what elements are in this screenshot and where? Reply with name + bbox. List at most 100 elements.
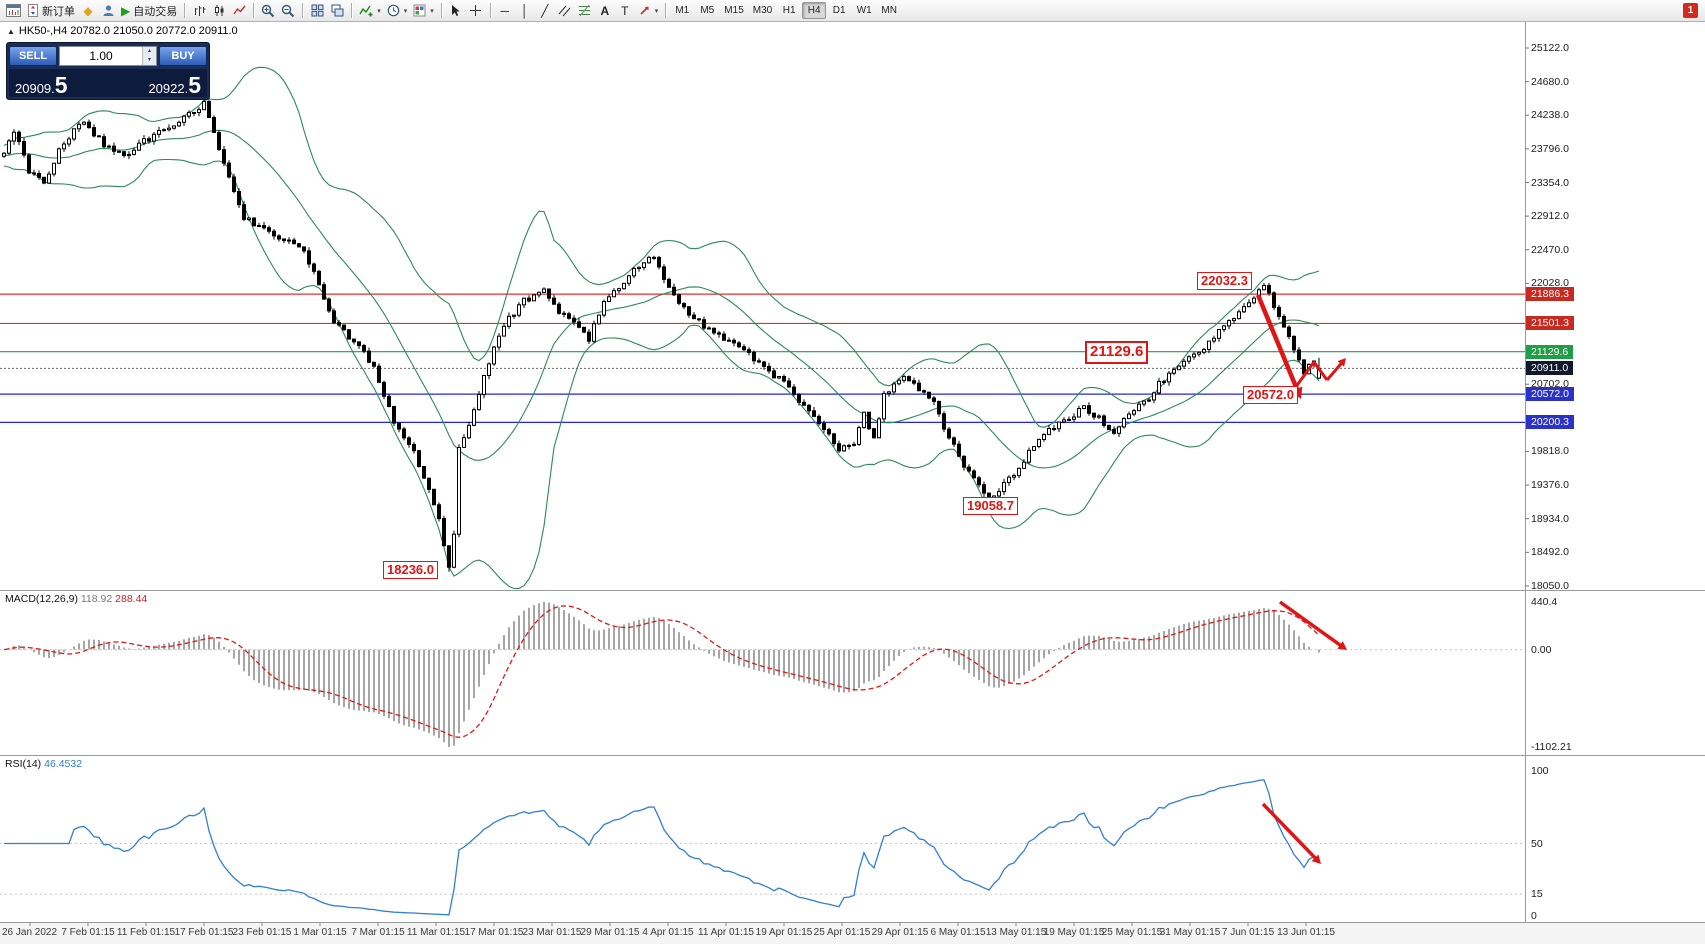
trend-arrows[interactable]	[1255, 294, 1347, 864]
price-scale-label: 18934.0	[1531, 512, 1569, 525]
symbol-marker-icon: ▲	[7, 26, 15, 36]
rsi-axis-label: 15	[1531, 888, 1543, 901]
price-scale-label: 22912.0	[1531, 210, 1569, 223]
crosshair-icon	[470, 5, 482, 16]
price-annotation[interactable]: 19058.7	[963, 497, 1018, 516]
price-scale-label: 25122.0	[1531, 42, 1569, 54]
timeframe-button-m1[interactable]: M1	[675, 5, 690, 16]
toolbar-separator	[184, 3, 186, 18]
macd-axis-label: 0.00	[1531, 643, 1552, 656]
metaeditor-button[interactable]: ◆	[78, 1, 98, 21]
volume-input[interactable]	[60, 49, 142, 63]
bollinger-bands	[3, 66, 1320, 590]
sell-price[interactable]: 20909. 5	[15, 72, 68, 98]
time-axis-label: 25 Apr 01:15	[813, 927, 871, 938]
fibonacci-button[interactable]	[575, 1, 595, 21]
time-axis-strip[interactable]	[0, 922, 1705, 944]
timeframe-button-d1[interactable]: D1	[832, 5, 846, 16]
bar-chart-button[interactable]	[189, 1, 209, 21]
price-badge: 21501.3	[1526, 316, 1574, 331]
templates-icon	[413, 4, 426, 17]
time-axis-label: 17 Feb 01:15	[174, 927, 234, 938]
arrow-tool-icon	[640, 6, 649, 15]
timeframe-button-w1[interactable]: W1	[856, 5, 872, 16]
price-scale-column[interactable]	[1525, 22, 1705, 922]
toolbar-separator	[253, 3, 255, 18]
candlestick-chart-button[interactable]	[209, 1, 229, 21]
volume-decrease-icon[interactable]: ▾	[143, 56, 156, 65]
rsi-name: RSI(14)	[5, 758, 42, 770]
time-axis-label: 1 Mar 01:15	[293, 927, 347, 938]
time-axis-label: 19 Apr 01:15	[755, 927, 813, 938]
line-chart-button[interactable]	[229, 1, 249, 21]
toolbar-separator	[440, 3, 442, 18]
buy-price[interactable]: 20922. 5	[148, 72, 201, 98]
trendline-button[interactable]: ╱	[535, 1, 555, 21]
panel-separators	[0, 22, 1705, 926]
indicators-button[interactable]: ▾	[356, 1, 384, 21]
time-axis-label: 25 May 01:15	[1101, 927, 1163, 938]
rsi-axis-label: 100	[1531, 765, 1549, 777]
crosshair-button[interactable]	[466, 1, 486, 21]
channel-button[interactable]	[555, 1, 575, 21]
price-scale-label: 22028.0	[1531, 277, 1569, 290]
price-annotation[interactable]: 18236.0	[383, 561, 438, 580]
periods-button[interactable]: ▾	[384, 1, 411, 21]
text-label-button[interactable]: T	[615, 1, 635, 21]
clock-icon	[387, 4, 400, 17]
channel-icon	[558, 5, 571, 17]
price-scale-label: 24680.0	[1531, 75, 1569, 88]
zoom-in-icon	[262, 4, 275, 17]
price-badge: 20572.0	[1526, 387, 1574, 402]
cursor-icon	[452, 5, 460, 16]
templates-button[interactable]: ▾	[410, 1, 437, 21]
vertical-line-button[interactable]: │	[515, 1, 535, 21]
new-order-button[interactable]: 新订单	[24, 1, 78, 21]
rsi-axis-label: 0	[1531, 910, 1537, 922]
timeframe-button-m5[interactable]: M5	[700, 5, 715, 16]
terminal-button[interactable]	[98, 1, 118, 21]
text-button[interactable]: A	[595, 1, 615, 21]
chevron-down-icon: ▾	[430, 7, 434, 15]
chevron-down-icon: ▾	[654, 7, 659, 15]
price-annotation[interactable]: 20572.0	[1243, 386, 1298, 405]
trendline-icon: ╱	[541, 3, 549, 18]
new-chart-button[interactable]	[3, 1, 24, 21]
zoom-out-button[interactable]	[278, 1, 298, 21]
volume-control: ▴ ▾	[59, 46, 157, 66]
cursor-button[interactable]	[446, 1, 466, 21]
tile-windows-button[interactable]	[307, 1, 327, 21]
cascade-windows-button[interactable]	[327, 1, 347, 21]
volume-spinner: ▴ ▾	[142, 47, 156, 65]
time-axis-label: 11 Mar 01:15	[406, 927, 466, 938]
timeframe-button-m15[interactable]: M15	[724, 5, 744, 16]
arrows-tool-button[interactable]: ▾	[635, 1, 662, 21]
buy-button[interactable]: BUY	[159, 46, 207, 66]
time-axis-label: 7 Feb 01:15	[61, 927, 115, 938]
volume-increase-icon[interactable]: ▴	[143, 47, 156, 56]
toolbar-separator	[489, 3, 491, 18]
price-badge: 21886.3	[1526, 287, 1574, 302]
toolbar-separator	[302, 3, 304, 18]
zoom-out-icon	[282, 4, 295, 17]
timeframe-button-h4[interactable]: H4	[802, 2, 827, 19]
price-annotation[interactable]: 21129.6	[1085, 341, 1149, 364]
horizontal-line-button[interactable]: ─	[495, 1, 515, 21]
sell-button[interactable]: SELL	[9, 46, 57, 66]
zoom-in-button[interactable]	[258, 1, 278, 21]
bar-chart-icon	[194, 6, 206, 16]
autotrading-button[interactable]: ▶ 自动交易	[118, 1, 180, 21]
candlestick-icon	[214, 5, 224, 16]
timeframe-button-h1[interactable]: H1	[782, 5, 796, 16]
timeframe-button-mn[interactable]: MN	[881, 5, 897, 16]
notification-badge[interactable]: 1	[1683, 3, 1698, 18]
price-annotation[interactable]: 22032.3	[1197, 272, 1252, 291]
time-axis-label: 13 Jun 01:15	[1277, 927, 1335, 938]
rsi-level-lines	[0, 843, 1525, 895]
time-axis-label: 19 May 01:15	[1043, 927, 1105, 938]
macd-signal-value: 288.44	[115, 593, 148, 605]
price-scale-label: 18050.0	[1531, 579, 1569, 592]
quote-prices: 20909. 5 20922. 5	[9, 69, 207, 97]
timeframe-button-m30[interactable]: M30	[752, 5, 773, 16]
